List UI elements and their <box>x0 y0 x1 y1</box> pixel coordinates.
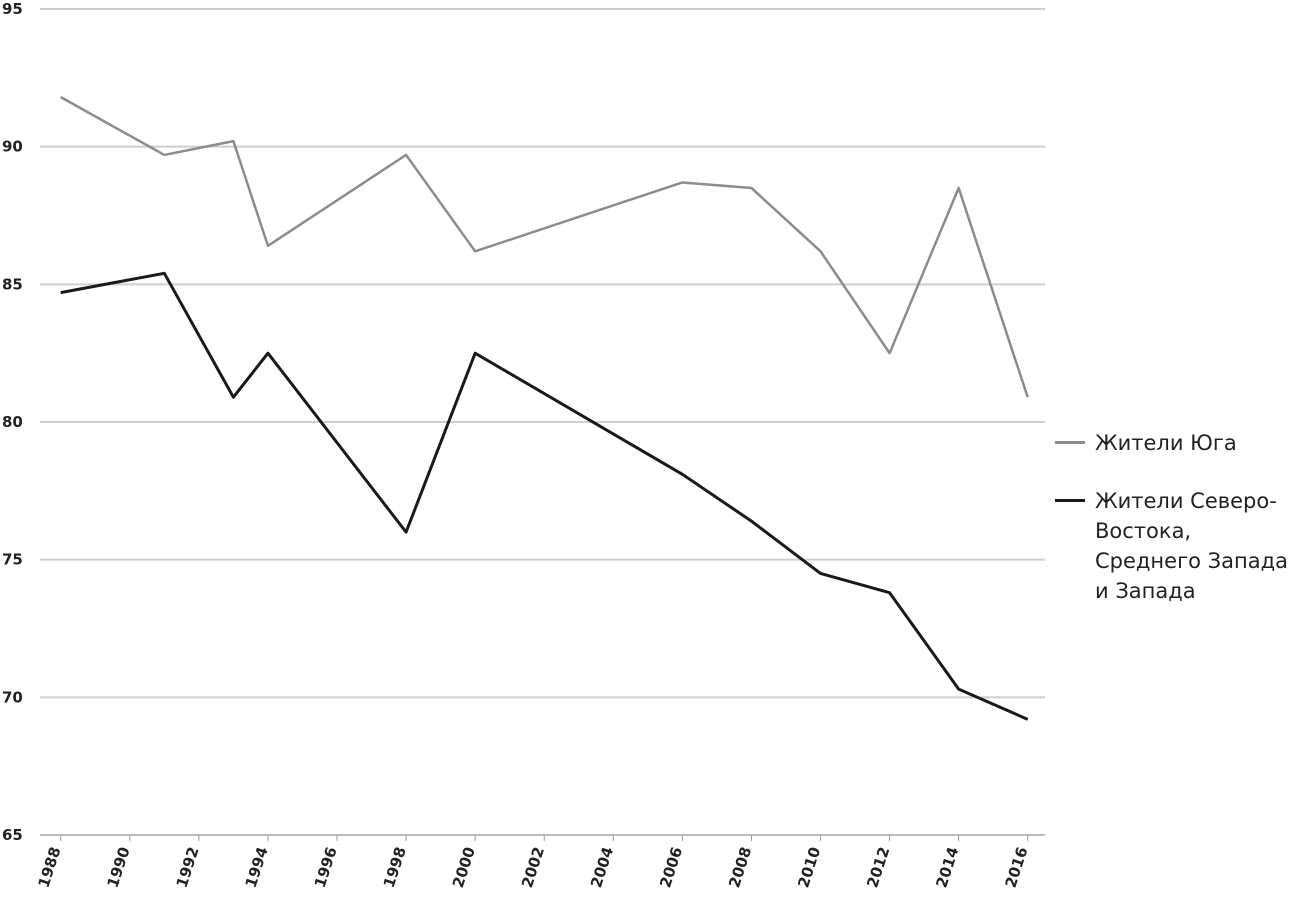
series-line <box>60 96 1029 398</box>
x-tick-label: 2014 <box>932 845 962 890</box>
series-line <box>60 271 1029 721</box>
legend-item: Жители Северо-Востока, Среднего Запада и… <box>1055 486 1295 606</box>
x-tick-label: 2002 <box>518 845 548 890</box>
y-tick-label: 90 <box>2 138 23 156</box>
x-tick-label: 2000 <box>449 845 479 890</box>
x-tick-label: 1996 <box>311 845 341 890</box>
x-tick-label: 2004 <box>587 845 617 890</box>
legend-swatch <box>1055 441 1085 444</box>
x-tick-label: 2010 <box>794 845 824 890</box>
x-tick-label: 1988 <box>35 845 65 890</box>
y-tick-label: 85 <box>2 275 23 293</box>
x-tick-label: 2016 <box>1002 845 1032 890</box>
x-tick-label: 1990 <box>104 845 134 890</box>
legend-item: Жители Юга <box>1055 428 1295 458</box>
x-tick-label: 2008 <box>725 845 755 890</box>
x-tick-label: 1992 <box>173 845 203 890</box>
y-tick-label: 95 <box>2 0 23 18</box>
legend-label: Жители Юга <box>1095 431 1237 455</box>
y-tick-label: 75 <box>2 551 23 569</box>
legend-label: Жители Северо-Востока, Среднего Запада и… <box>1095 489 1288 603</box>
y-tick-label: 65 <box>2 826 23 844</box>
x-tick-label: 1998 <box>380 845 410 890</box>
x-tick-label: 2006 <box>656 845 686 890</box>
y-tick-label: 70 <box>2 688 23 706</box>
y-tick-label: 80 <box>2 413 23 431</box>
x-tick-label: 1994 <box>242 845 272 890</box>
x-tick-label: 2012 <box>863 845 893 890</box>
legend-swatch <box>1055 499 1085 502</box>
